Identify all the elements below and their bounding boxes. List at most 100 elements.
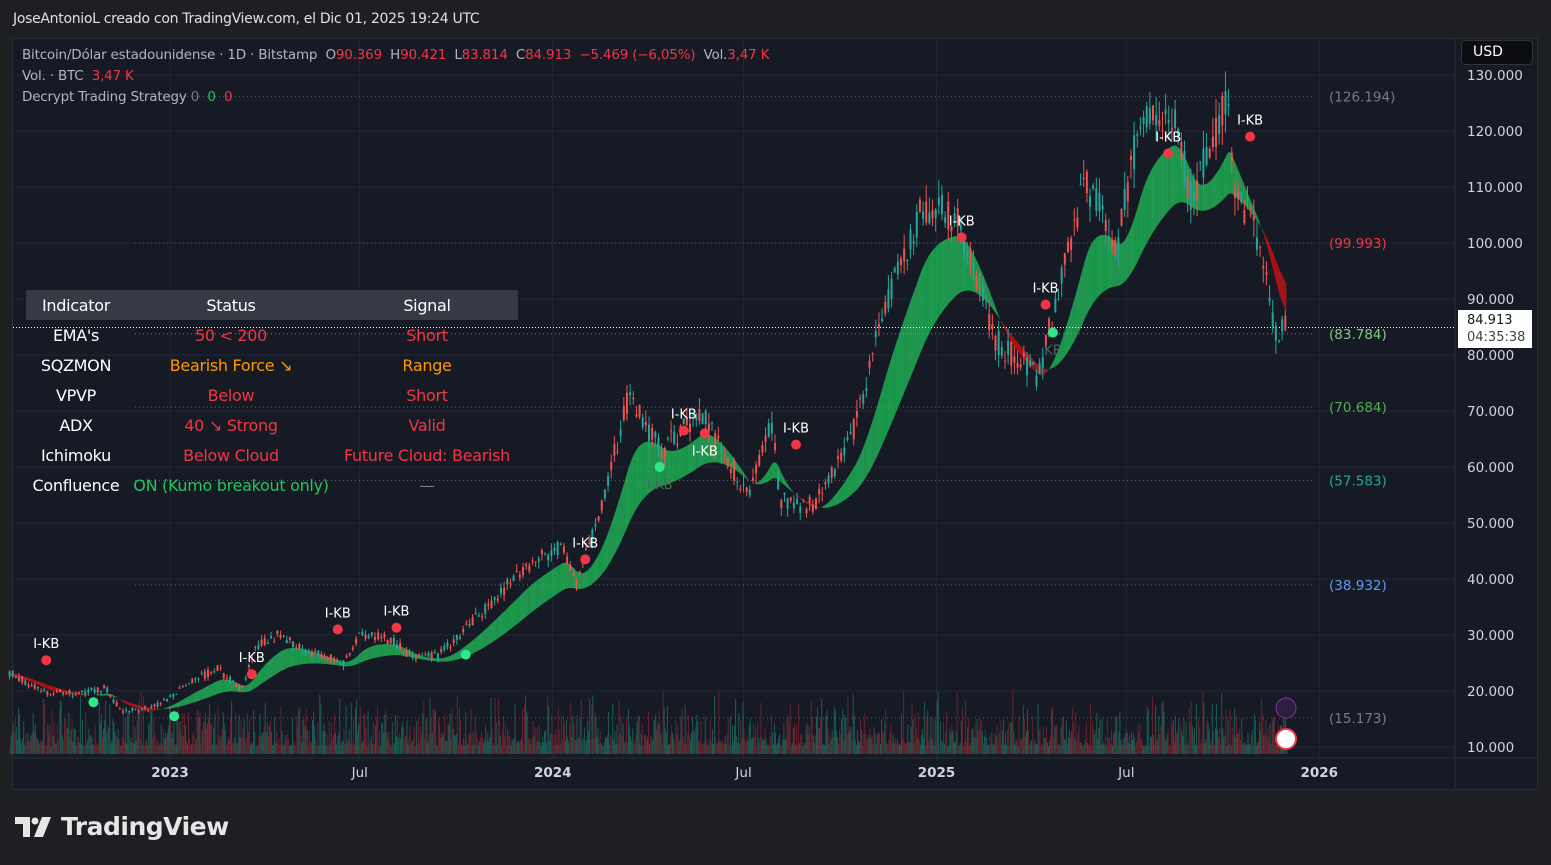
ichimoku-cloud-segment <box>175 702 178 708</box>
volume-bar <box>231 700 233 754</box>
ichimoku-cloud-segment <box>805 500 808 505</box>
ichimoku-cloud-segment <box>681 447 684 478</box>
currency-button[interactable]: USD <box>1461 40 1533 65</box>
volume-bar <box>76 737 78 754</box>
candle-body <box>103 685 106 688</box>
candle-body <box>247 665 250 667</box>
volume-bar <box>749 718 751 754</box>
y-tick-label: 110.000 <box>1467 180 1523 196</box>
volume-bar <box>442 737 444 754</box>
candle-body <box>900 258 903 266</box>
strategy-title[interactable]: Decrypt Trading Strategy <box>22 89 187 105</box>
candle-body <box>610 462 613 470</box>
ichimoku-cloud-segment <box>937 243 940 319</box>
ichimoku-cloud-segment <box>788 485 791 491</box>
volume-bar <box>934 719 936 754</box>
volume-bar <box>331 738 333 754</box>
volume-bar <box>145 741 147 754</box>
candle-body <box>43 689 46 691</box>
signal-label: I-KB <box>1033 282 1059 297</box>
volume-bar <box>776 745 778 754</box>
volume-bar <box>1198 718 1200 754</box>
volume-bar <box>1196 703 1198 754</box>
volume-bar <box>632 728 634 754</box>
volume-bar <box>117 729 119 754</box>
volume-bar <box>866 738 868 754</box>
candle-body <box>830 467 833 478</box>
ichimoku-cloud-segment <box>566 562 569 589</box>
candle-body <box>855 411 858 418</box>
volume-bar <box>13 734 15 754</box>
candle-body <box>301 648 304 650</box>
volume-bar <box>642 745 644 754</box>
ichimoku-cloud-segment <box>440 658 443 662</box>
volume-bar <box>807 734 809 754</box>
candle-body <box>1271 312 1274 327</box>
volume-bar <box>1063 738 1065 754</box>
candle-body <box>556 542 559 555</box>
ichimoku-cloud-segment <box>486 626 489 647</box>
volume-bar <box>222 712 224 754</box>
candle-body <box>1274 325 1277 341</box>
ichimoku-cloud-segment <box>118 698 121 701</box>
volume-bar <box>493 745 495 754</box>
volume-bar <box>1056 725 1058 754</box>
ichimoku-cloud-segment <box>1040 366 1043 376</box>
volume-bar <box>416 744 418 754</box>
volume-bar <box>437 718 439 754</box>
volume-bar <box>785 738 787 754</box>
volume-bar <box>371 743 373 754</box>
tradingview-logo[interactable]: TradingView <box>15 812 229 841</box>
volume-bar <box>1154 745 1156 754</box>
volume-bar <box>221 729 223 754</box>
volume-bar <box>192 734 194 754</box>
candle-body <box>178 687 181 689</box>
ichimoku-cloud-segment <box>196 690 199 702</box>
candle-body <box>1010 342 1013 366</box>
volume-bar <box>881 719 883 754</box>
volume-bar <box>1029 745 1031 754</box>
volume-bar <box>1252 745 1254 754</box>
volume-bar <box>601 745 603 754</box>
volume-bar <box>1166 734 1168 754</box>
volume-bar <box>1003 745 1005 754</box>
candle-body <box>402 651 405 653</box>
ichimoku-cloud-segment <box>1166 148 1169 214</box>
ichimoku-cloud-segment <box>532 582 535 612</box>
volume-bar <box>1124 733 1126 754</box>
volume-bar <box>1180 722 1182 754</box>
volume-bar <box>506 745 508 754</box>
volume-bar <box>1009 745 1011 754</box>
volume-bar <box>1075 712 1077 754</box>
candle-body <box>808 496 811 504</box>
candle-body <box>739 488 742 490</box>
ichimoku-cloud-segment <box>1128 227 1131 277</box>
candle-body <box>1123 188 1126 210</box>
volume-bar <box>787 716 789 754</box>
volume-bar <box>46 745 48 754</box>
volume-bar <box>633 742 635 754</box>
volume-bar <box>1034 739 1036 754</box>
candle-body <box>1139 126 1142 129</box>
ichimoku-cloud-segment <box>925 258 928 342</box>
volume-bar <box>141 744 143 754</box>
volume-bar <box>1174 741 1176 754</box>
volume-indicator-title[interactable]: Vol. · BTC <box>22 68 84 84</box>
ichimoku-cloud-segment <box>1112 238 1115 288</box>
ichimoku-cloud-segment <box>106 693 109 696</box>
volume-bar <box>162 729 164 754</box>
symbol-title[interactable]: Bitcoin/Dólar estadounidense · 1D · Bits… <box>22 47 318 63</box>
volume-bar <box>830 739 832 754</box>
candle-body <box>1211 136 1214 147</box>
volume-bar <box>556 745 558 754</box>
volume-bar <box>260 736 262 754</box>
candle-body <box>1233 189 1236 199</box>
open-label: O <box>325 47 336 63</box>
ichimoku-cloud-segment <box>1055 351 1058 367</box>
volume-bar <box>705 739 707 754</box>
ichimoku-cloud-segment <box>498 614 501 638</box>
volume-bar <box>100 714 102 754</box>
volume-bar <box>42 741 44 754</box>
ichimoku-cloud-segment <box>729 453 732 468</box>
